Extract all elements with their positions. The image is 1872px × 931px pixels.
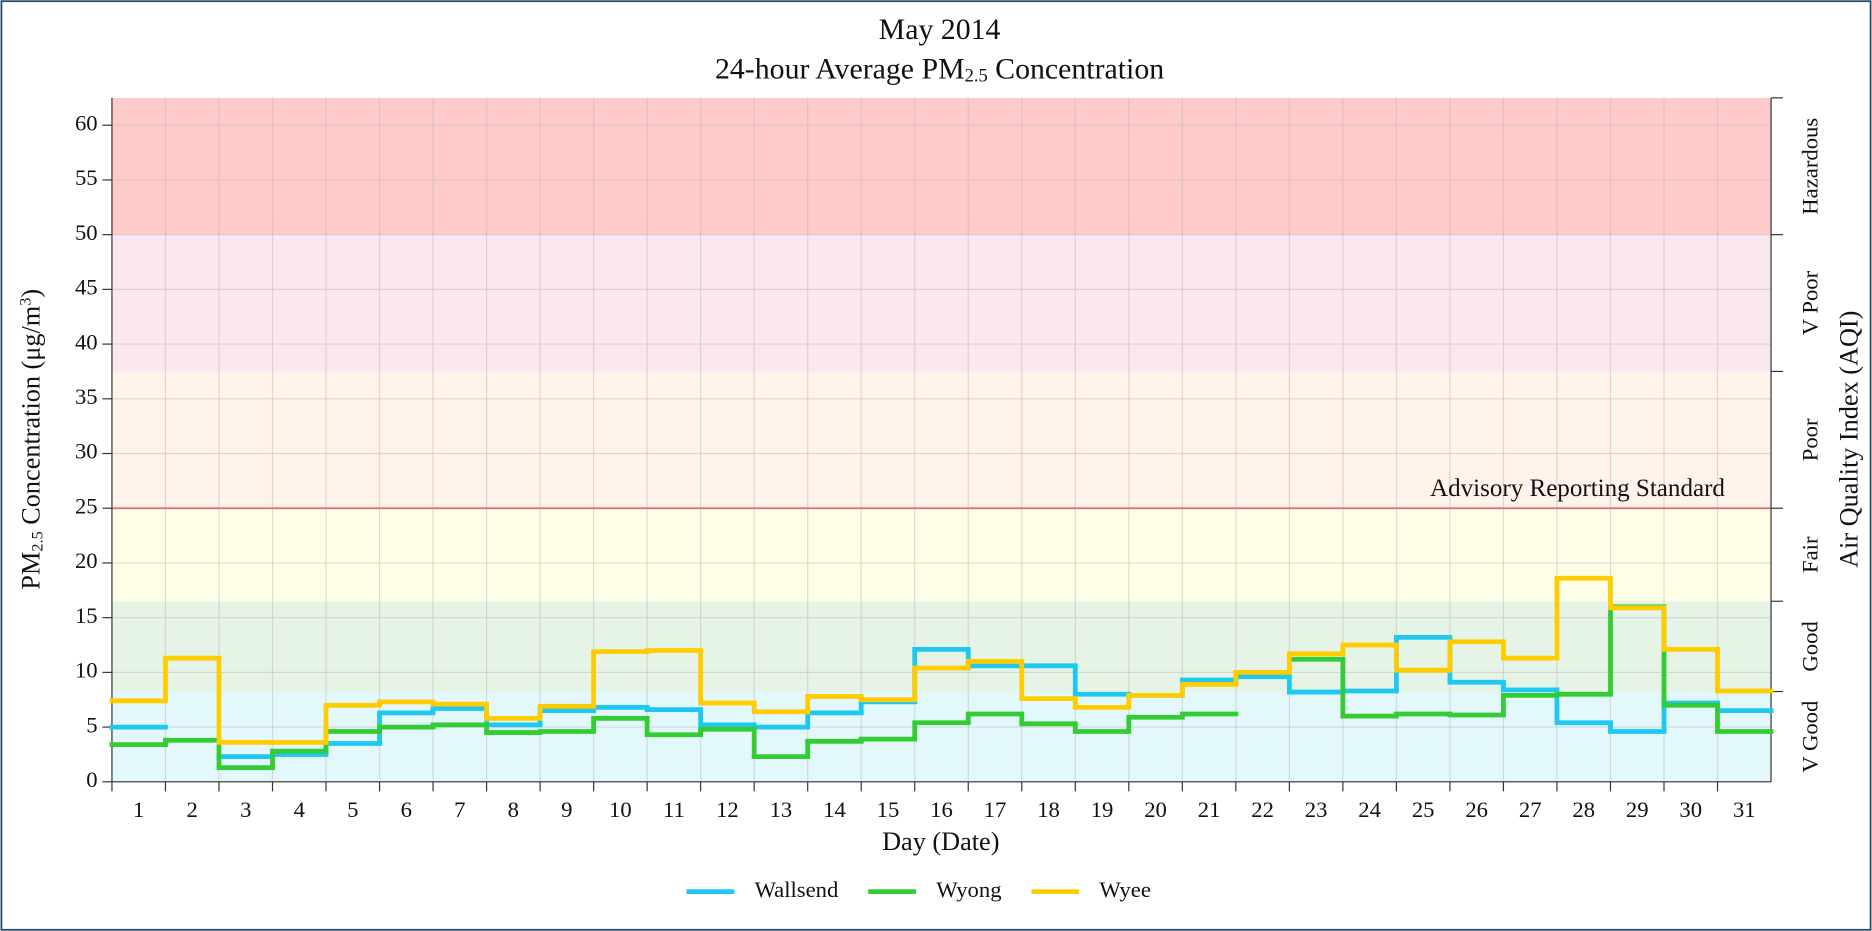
y-tick-label: 30 bbox=[75, 439, 98, 464]
x-tick-label: 10 bbox=[609, 797, 632, 822]
aqi-band-label: V Good bbox=[1797, 700, 1822, 773]
y-tick-label: 10 bbox=[75, 658, 98, 683]
x-tick-label: 9 bbox=[561, 797, 572, 822]
text-part: Concentration bbox=[988, 52, 1165, 85]
x-tick-label: 24 bbox=[1358, 797, 1381, 822]
aqi-band bbox=[111, 97, 1772, 235]
x-tick-label: 23 bbox=[1305, 797, 1328, 822]
chart-title: May 2014 bbox=[879, 13, 1001, 46]
y-tick-label: 5 bbox=[86, 712, 97, 737]
text-part: 3 bbox=[16, 298, 35, 306]
y-tick-label: 60 bbox=[75, 110, 98, 135]
x-tick-label: 21 bbox=[1198, 797, 1221, 822]
x-tick-label: 1 bbox=[133, 797, 144, 822]
x-tick-label: 18 bbox=[1037, 797, 1060, 822]
text-part: Concentration (μg/m bbox=[17, 305, 46, 531]
x-tick-label: 17 bbox=[984, 797, 1007, 822]
aqi-band bbox=[111, 371, 1772, 509]
aqi-band-label: Fair bbox=[1797, 536, 1822, 573]
y-tick-label: 15 bbox=[75, 603, 98, 628]
y-tick-label: 20 bbox=[75, 548, 98, 573]
y-tick-label: 50 bbox=[75, 220, 98, 245]
aqi-band bbox=[111, 508, 1772, 602]
aqi-band-label: Good bbox=[1797, 621, 1822, 672]
x-tick-label: 11 bbox=[663, 797, 685, 822]
x-tick-label: 2 bbox=[187, 797, 198, 822]
y-tick-label: 35 bbox=[75, 384, 98, 409]
x-tick-label: 26 bbox=[1465, 797, 1488, 822]
legend-label: Wallsend bbox=[755, 877, 839, 902]
aqi-band-label: Hazardous bbox=[1797, 118, 1822, 215]
y-axis-label: PM2.5 Concentration (μg/m3) bbox=[16, 289, 46, 590]
chart-subtitle: 24-hour Average PM2.5 Concentration bbox=[715, 52, 1164, 86]
y2-axis-label: Air Quality Index (AQI) bbox=[1835, 311, 1864, 568]
aqi-band-label: Poor bbox=[1797, 418, 1822, 461]
x-tick-label: 25 bbox=[1412, 797, 1435, 822]
x-tick-label: 13 bbox=[770, 797, 793, 822]
x-tick-label: 22 bbox=[1251, 797, 1274, 822]
text-part: PM bbox=[17, 552, 46, 590]
text-part: 2.5 bbox=[27, 531, 46, 551]
aqi-band bbox=[111, 691, 1772, 782]
x-tick-label: 7 bbox=[454, 797, 465, 822]
aqi-band bbox=[111, 601, 1772, 692]
x-tick-label: 27 bbox=[1519, 797, 1542, 822]
x-tick-label: 15 bbox=[877, 797, 900, 822]
aqi-band-label: V Poor bbox=[1797, 270, 1822, 335]
x-tick-label: 3 bbox=[240, 797, 251, 822]
x-tick-label: 16 bbox=[930, 797, 953, 822]
x-tick-label: 30 bbox=[1679, 797, 1702, 822]
y-tick-label: 40 bbox=[75, 329, 98, 354]
x-tick-label: 19 bbox=[1091, 797, 1114, 822]
x-tick-label: 6 bbox=[401, 797, 412, 822]
x-tick-label: 5 bbox=[347, 797, 358, 822]
text-part: 24-hour Average PM bbox=[715, 52, 965, 85]
x-tick-label: 28 bbox=[1572, 797, 1595, 822]
x-tick-label: 4 bbox=[294, 797, 305, 822]
x-tick-label: 31 bbox=[1733, 797, 1756, 822]
aqi-band bbox=[111, 234, 1772, 372]
x-tick-label: 20 bbox=[1144, 797, 1167, 822]
x-tick-label: 12 bbox=[716, 797, 739, 822]
x-tick-label: 29 bbox=[1626, 797, 1649, 822]
y-tick-label: 0 bbox=[86, 767, 97, 792]
y-tick-label: 55 bbox=[75, 165, 98, 190]
text-part: ) bbox=[17, 289, 46, 298]
x-tick-label: 14 bbox=[823, 797, 846, 822]
reference-label: Advisory Reporting Standard bbox=[1430, 475, 1725, 502]
legend-label: Wyee bbox=[1099, 877, 1150, 902]
y-tick-label: 45 bbox=[75, 275, 98, 300]
legend-label: Wyong bbox=[936, 877, 1001, 902]
x-axis-label: Day (Date) bbox=[882, 827, 999, 856]
y-tick-label: 25 bbox=[75, 493, 98, 518]
text-part: 2.5 bbox=[965, 67, 988, 87]
x-tick-label: 8 bbox=[508, 797, 519, 822]
